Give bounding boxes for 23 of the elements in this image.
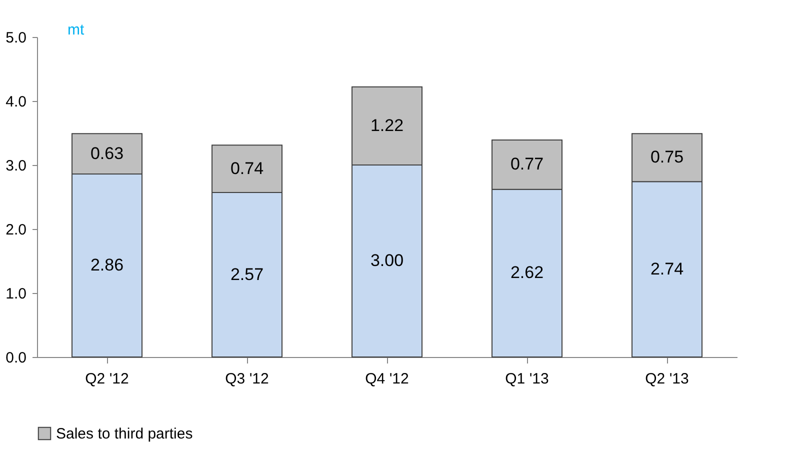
x-tick-label: Q4 '12: [365, 370, 409, 388]
y-tick-label: 2.0: [6, 222, 26, 238]
x-tick-label: Q2 '13: [645, 370, 689, 388]
data-label: 1.22: [370, 116, 404, 135]
x-tick-label: Q1 '13: [505, 370, 549, 388]
legend-label: Sales to third parties: [56, 426, 193, 442]
y-tick-label: 3.0: [6, 158, 26, 174]
data-label: 2.74: [650, 259, 684, 278]
y-tick-label: 1.0: [6, 286, 26, 302]
x-tick-label: Q2 '12: [85, 370, 129, 388]
data-label: 0.77: [510, 154, 544, 174]
y-tick-label: 5.0: [6, 30, 26, 46]
data-label: 2.62: [510, 263, 544, 282]
data-label: 0.75: [650, 148, 684, 167]
y-tick-label: 4.0: [6, 94, 26, 110]
y-tick-label: 0.0: [6, 350, 26, 366]
data-label: 0.74: [230, 158, 264, 178]
data-label: 0.63: [90, 144, 124, 163]
x-tick-label: Q3 '12: [225, 370, 269, 388]
data-label: 2.57: [230, 264, 264, 284]
y-axis-title: mt: [68, 22, 85, 38]
data-label: 3.00: [370, 251, 404, 270]
data-label: 2.86: [90, 255, 124, 274]
